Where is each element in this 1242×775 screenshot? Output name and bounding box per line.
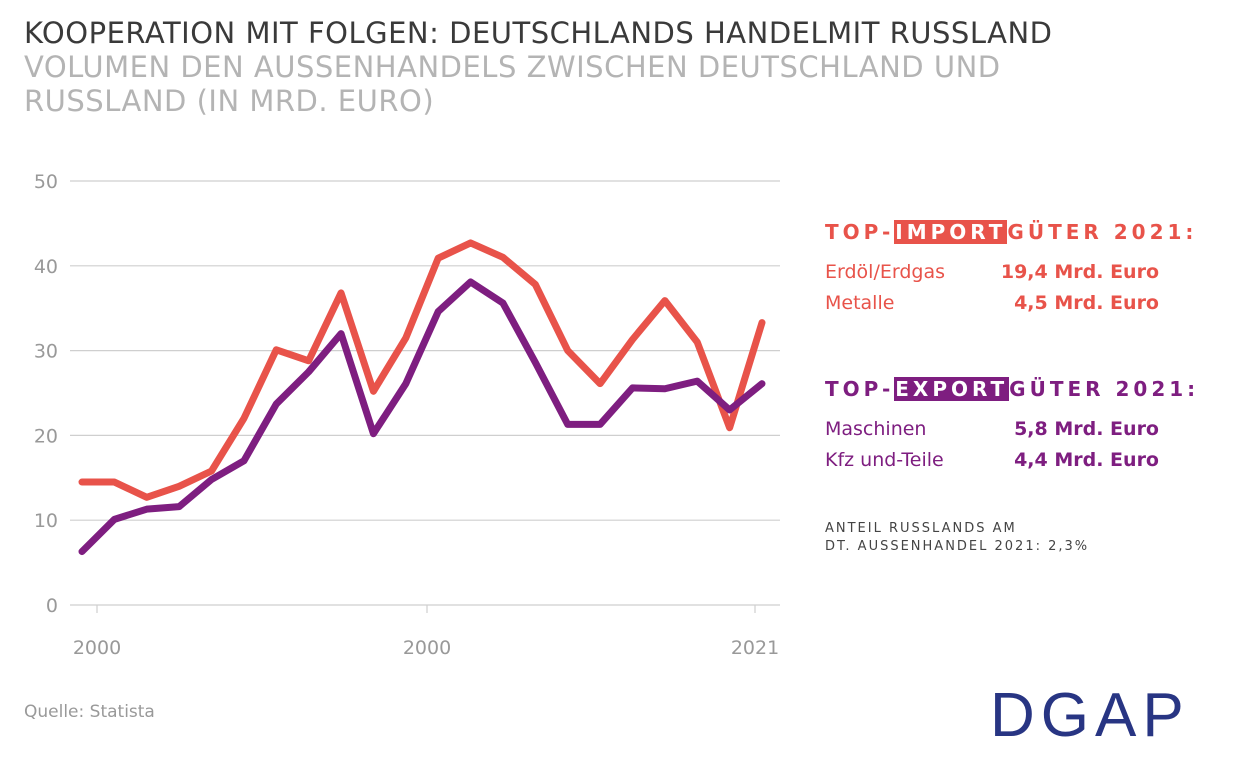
series-line-0 — [78, 239, 766, 501]
note-line: ANTEIL RUSSLANDS AM — [825, 521, 1017, 536]
x-tick-label: 2000 — [403, 637, 451, 659]
series-line-1 — [78, 278, 766, 556]
chart-subtitle: VOLUMEN DEN AUSSENHANDELS ZWISCHEN DEUTS… — [24, 50, 1001, 118]
y-tick-label: 40 — [34, 256, 58, 278]
export-label: Maschinen — [825, 417, 927, 440]
y-tick-label: 0 — [46, 595, 58, 617]
export-heading: TOP-EXPORTGÜTER 2021: — [825, 377, 1199, 401]
import-heading: TOP-IMPORTGÜTER 2021: — [825, 220, 1197, 244]
export-heading-post: GÜTER 2021: — [1009, 377, 1200, 401]
y-tick-label: 10 — [34, 510, 58, 532]
export-heading-pre: TOP- — [825, 377, 895, 401]
dgap-logo: DGAP — [990, 681, 1190, 750]
import-heading-highlight: IMPORT — [894, 220, 1008, 244]
import-heading-pre: TOP- — [825, 220, 895, 244]
x-tick-label: 2021 — [731, 637, 779, 659]
export-heading-highlight: EXPORT — [894, 377, 1010, 401]
import-heading-post: GÜTER 2021: — [1007, 220, 1198, 244]
import-item: Metalle 4,5 Mrd. Euro — [825, 287, 1197, 318]
export-value: 4,4 Mrd. Euro — [1014, 448, 1159, 471]
y-tick-label: 50 — [34, 171, 58, 193]
export-item: Maschinen 5,8 Mrd. Euro — [825, 413, 1199, 444]
export-panel: TOP-EXPORTGÜTER 2021: Maschinen 5,8 Mrd. … — [825, 377, 1199, 475]
source-label: Quelle: Statista — [24, 702, 155, 722]
import-label: Erdöl/Erdgas — [825, 260, 945, 283]
import-item: Erdöl/Erdgas 19,4 Mrd. Euro — [825, 256, 1197, 287]
trade-share-note: ANTEIL RUSSLANDS AM DT. AUSSENHANDEL 202… — [825, 520, 1089, 556]
export-value: 5,8 Mrd. Euro — [1014, 417, 1159, 440]
chart-title: KOOPERATION MIT FOLGEN: DEUTSCHLANDS HAN… — [24, 16, 1053, 50]
export-label: Kfz und-Teile — [825, 448, 944, 471]
import-label: Metalle — [825, 291, 895, 314]
import-panel: TOP-IMPORTGÜTER 2021: Erdöl/Erdgas 19,4 M… — [825, 220, 1197, 318]
x-tick-label: 2000 — [73, 637, 121, 659]
note-line: DT. AUSSENHANDEL 2021: 2,3% — [825, 539, 1090, 554]
y-tick-label: 20 — [34, 425, 58, 447]
export-item: Kfz und-Teile 4,4 Mrd. Euro — [825, 444, 1199, 475]
import-value: 19,4 Mrd. Euro — [1000, 260, 1159, 283]
y-tick-label: 30 — [34, 341, 58, 363]
import-value: 4,5 Mrd. Euro — [1014, 291, 1159, 314]
